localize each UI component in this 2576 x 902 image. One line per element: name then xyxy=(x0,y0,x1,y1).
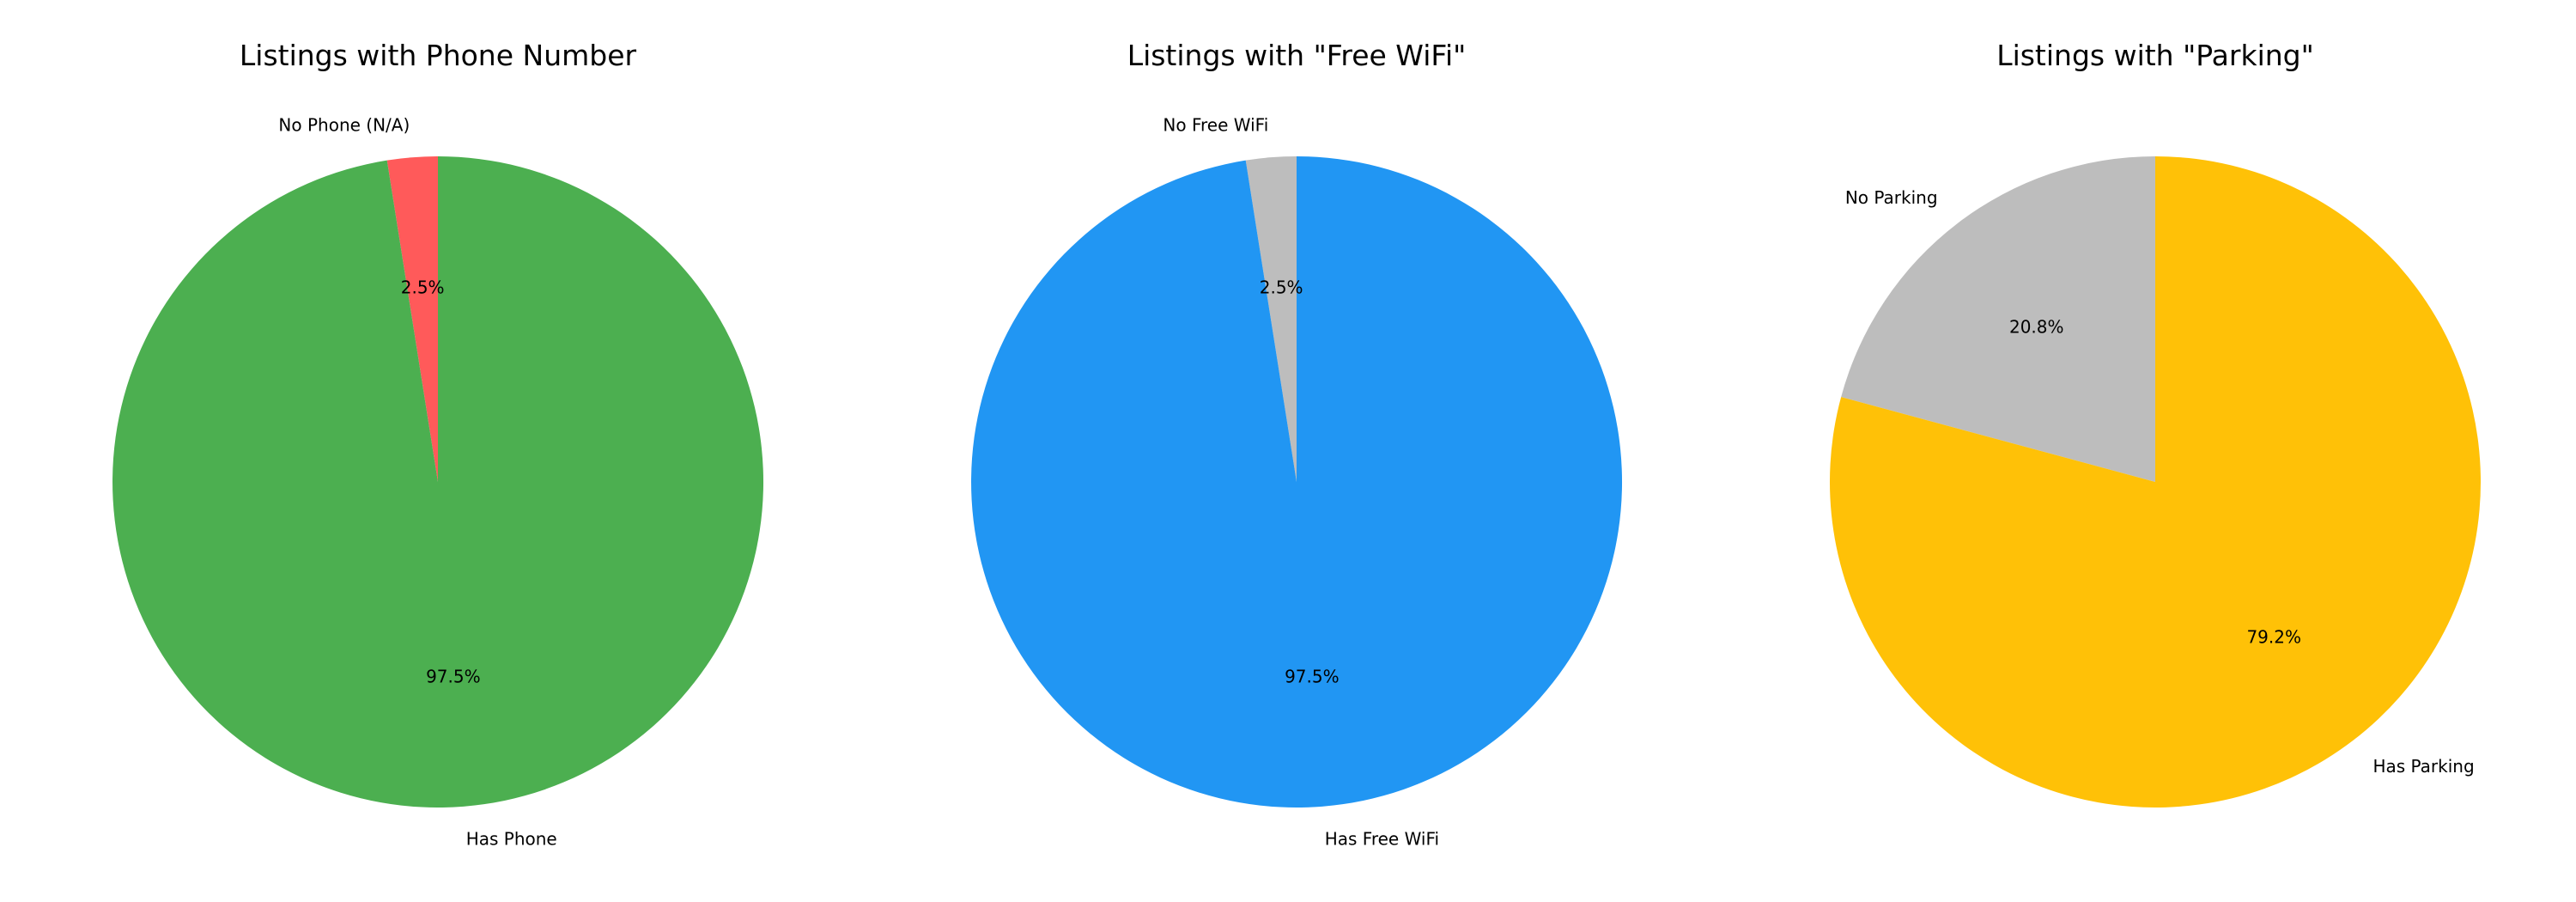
pie-slice-has-phone xyxy=(112,156,764,808)
slice-category-label: No Parking xyxy=(1845,187,1938,208)
pie-labels: 2.5% No Free WiFi 97.5% Has Free WiFi xyxy=(1163,114,1439,849)
slice-category-label: Has Free WiFi xyxy=(1325,829,1439,850)
pie-chart-phone: Listings with Phone Number 2.5% No Phone … xyxy=(112,39,764,850)
chart-title: Listings with Phone Number xyxy=(240,39,637,72)
slice-percentage-label: 2.5% xyxy=(401,277,445,297)
pie-chart-free-wifi: Listings with "Free WiFi" 2.5% No Free Wi… xyxy=(971,39,1623,850)
slice-percentage-label: 79.2% xyxy=(2246,627,2301,648)
pie-slice-no-phone-n-a xyxy=(386,156,438,482)
pie-slices xyxy=(971,156,1623,808)
pie-slice-no-parking xyxy=(1841,156,2155,482)
pie-labels: 2.5% No Phone (N/A) 97.5% Has Phone xyxy=(278,114,556,849)
slice-category-label: No Free WiFi xyxy=(1163,114,1268,135)
pie-slice-has-free-wifi xyxy=(971,156,1623,808)
pie-slices xyxy=(1829,156,2481,808)
chart-title: Listings with "Free WiFi" xyxy=(1127,39,1467,72)
slice-category-label: Has Phone xyxy=(466,829,557,850)
slice-category-label: No Phone (N/A) xyxy=(278,114,410,135)
slice-percentage-label: 20.8% xyxy=(2009,316,2064,337)
pie-slices xyxy=(112,156,764,808)
pie-slice-has-parking xyxy=(1829,156,2481,808)
slice-category-label: Has Parking xyxy=(2372,756,2474,777)
pie-chart-parking: Listings with "Parking" 20.8% No Parking 7… xyxy=(1829,39,2481,808)
pie-slice-no-free-wifi xyxy=(1245,156,1297,482)
slice-percentage-label: 97.5% xyxy=(426,667,481,687)
chart-title: Listings with "Parking" xyxy=(1996,39,2314,72)
slice-percentage-label: 2.5% xyxy=(1260,277,1303,297)
slice-percentage-label: 97.5% xyxy=(1285,667,1340,687)
pie-labels: 20.8% No Parking 79.2% Has Parking xyxy=(1845,187,2475,777)
